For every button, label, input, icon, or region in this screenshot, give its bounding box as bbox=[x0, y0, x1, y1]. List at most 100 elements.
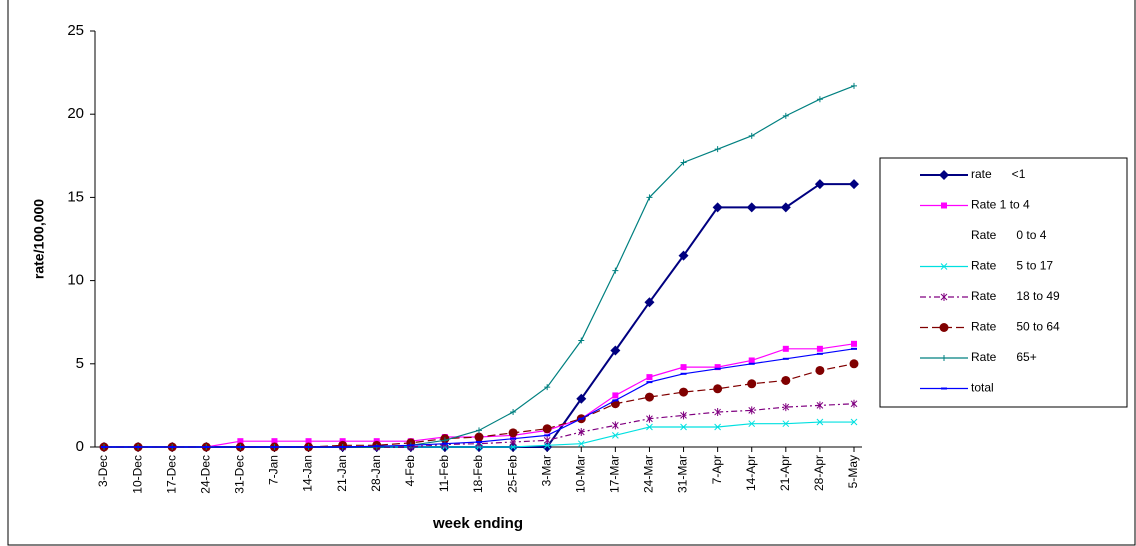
x-tick-label: 5-May bbox=[846, 455, 860, 488]
data-point bbox=[644, 297, 655, 308]
legend-label: Rate 0 to 4 bbox=[971, 228, 1047, 242]
data-point bbox=[646, 194, 653, 201]
y-tick-label: 0 bbox=[76, 438, 84, 455]
data-point bbox=[474, 432, 484, 442]
data-point bbox=[612, 421, 619, 430]
data-point bbox=[509, 443, 517, 451]
data-point bbox=[476, 427, 482, 434]
series-line bbox=[104, 183, 854, 448]
data-point bbox=[747, 379, 757, 389]
data-point bbox=[849, 179, 859, 190]
data-point bbox=[542, 424, 552, 434]
series-line bbox=[104, 85, 855, 448]
legend-label: Rate 5 to 17 bbox=[971, 259, 1053, 273]
data-point bbox=[510, 409, 517, 416]
data-point bbox=[851, 340, 857, 347]
y-tick-label: 5 bbox=[76, 355, 84, 372]
data-point bbox=[748, 132, 755, 139]
data-point bbox=[237, 438, 244, 445]
data-point bbox=[851, 82, 857, 89]
data-point bbox=[544, 384, 551, 391]
data-point bbox=[577, 440, 585, 448]
data-point bbox=[612, 267, 619, 274]
data-point bbox=[712, 202, 723, 213]
data-point bbox=[577, 428, 585, 437]
data-point bbox=[680, 159, 687, 166]
legend-label: Rate 1 to 4 bbox=[971, 198, 1030, 212]
data-point bbox=[849, 359, 859, 369]
data-point bbox=[714, 408, 721, 417]
data-point bbox=[680, 423, 687, 431]
data-point bbox=[543, 436, 551, 445]
data-point bbox=[816, 401, 824, 410]
data-point bbox=[305, 438, 312, 445]
x-tick-label: 10-Dec bbox=[130, 455, 144, 494]
x-tick-label: 17-Dec bbox=[164, 455, 178, 494]
data-point bbox=[576, 393, 587, 404]
x-tick-label: 21-Jan bbox=[335, 455, 349, 492]
legend-marker bbox=[940, 293, 948, 301]
data-point bbox=[680, 364, 687, 371]
data-point bbox=[441, 437, 448, 444]
data-point bbox=[646, 374, 653, 381]
legend-marker bbox=[939, 170, 949, 180]
x-tick-label: 28-Apr bbox=[812, 455, 826, 491]
data-point bbox=[780, 202, 791, 213]
data-point bbox=[679, 387, 689, 397]
legend-label: Rate 18 to 49 bbox=[971, 289, 1060, 303]
data-point bbox=[850, 418, 858, 426]
legend-label: total bbox=[971, 381, 994, 395]
x-tick-label: 18-Feb bbox=[471, 455, 485, 493]
x-tick-label: 4-Feb bbox=[403, 455, 417, 487]
data-point bbox=[782, 112, 789, 119]
data-point bbox=[610, 345, 621, 356]
x-tick-label: 3-Dec bbox=[96, 455, 110, 487]
x-tick-label: 11-Feb bbox=[437, 455, 451, 492]
data-point bbox=[782, 345, 789, 352]
data-point bbox=[543, 441, 551, 449]
data-point bbox=[714, 364, 721, 371]
legend-label: rate <1 bbox=[971, 167, 1026, 181]
legend-label: Rate 50 to 64 bbox=[971, 320, 1060, 334]
data-point bbox=[748, 420, 756, 428]
x-tick-label: 14-Jan bbox=[301, 455, 315, 492]
x-tick-label: 17-Mar bbox=[608, 455, 622, 493]
data-point bbox=[646, 423, 653, 431]
data-point bbox=[612, 392, 619, 399]
legend-label: Rate 65+ bbox=[971, 350, 1037, 364]
x-tick-label: 28-Jan bbox=[369, 455, 383, 492]
data-point bbox=[644, 392, 654, 402]
data-point bbox=[714, 146, 721, 153]
data-point bbox=[612, 431, 619, 439]
legend-marker bbox=[941, 355, 947, 361]
x-tick-label: 25-Feb bbox=[505, 455, 519, 493]
data-point bbox=[850, 399, 858, 408]
data-point bbox=[816, 418, 824, 426]
data-point bbox=[542, 442, 553, 452]
data-point bbox=[748, 406, 756, 415]
x-tick-label: 3-Mar bbox=[539, 455, 553, 486]
data-point bbox=[578, 337, 585, 344]
data-point bbox=[748, 357, 755, 364]
data-point bbox=[271, 438, 278, 445]
x-tick-label: 24-Dec bbox=[198, 455, 212, 494]
data-point bbox=[680, 411, 687, 420]
x-tick-label: 10-Mar bbox=[573, 455, 587, 493]
data-point bbox=[782, 420, 790, 428]
x-tick-label: 31-Mar bbox=[676, 455, 690, 493]
legend-marker bbox=[941, 202, 947, 209]
y-tick-label: 25 bbox=[67, 22, 84, 39]
data-point bbox=[781, 375, 791, 385]
data-point bbox=[746, 202, 757, 213]
x-tick-label: 21-Apr bbox=[778, 455, 792, 491]
data-point bbox=[508, 428, 518, 438]
y-tick-label: 20 bbox=[67, 105, 84, 122]
x-tick-label: 7-Jan bbox=[267, 455, 281, 485]
legend-marker bbox=[939, 323, 949, 332]
x-tick-label: 24-Mar bbox=[642, 455, 656, 493]
x-tick-label: 14-Apr bbox=[744, 455, 758, 491]
data-point bbox=[814, 179, 825, 190]
x-axis-label: week ending bbox=[432, 515, 523, 532]
